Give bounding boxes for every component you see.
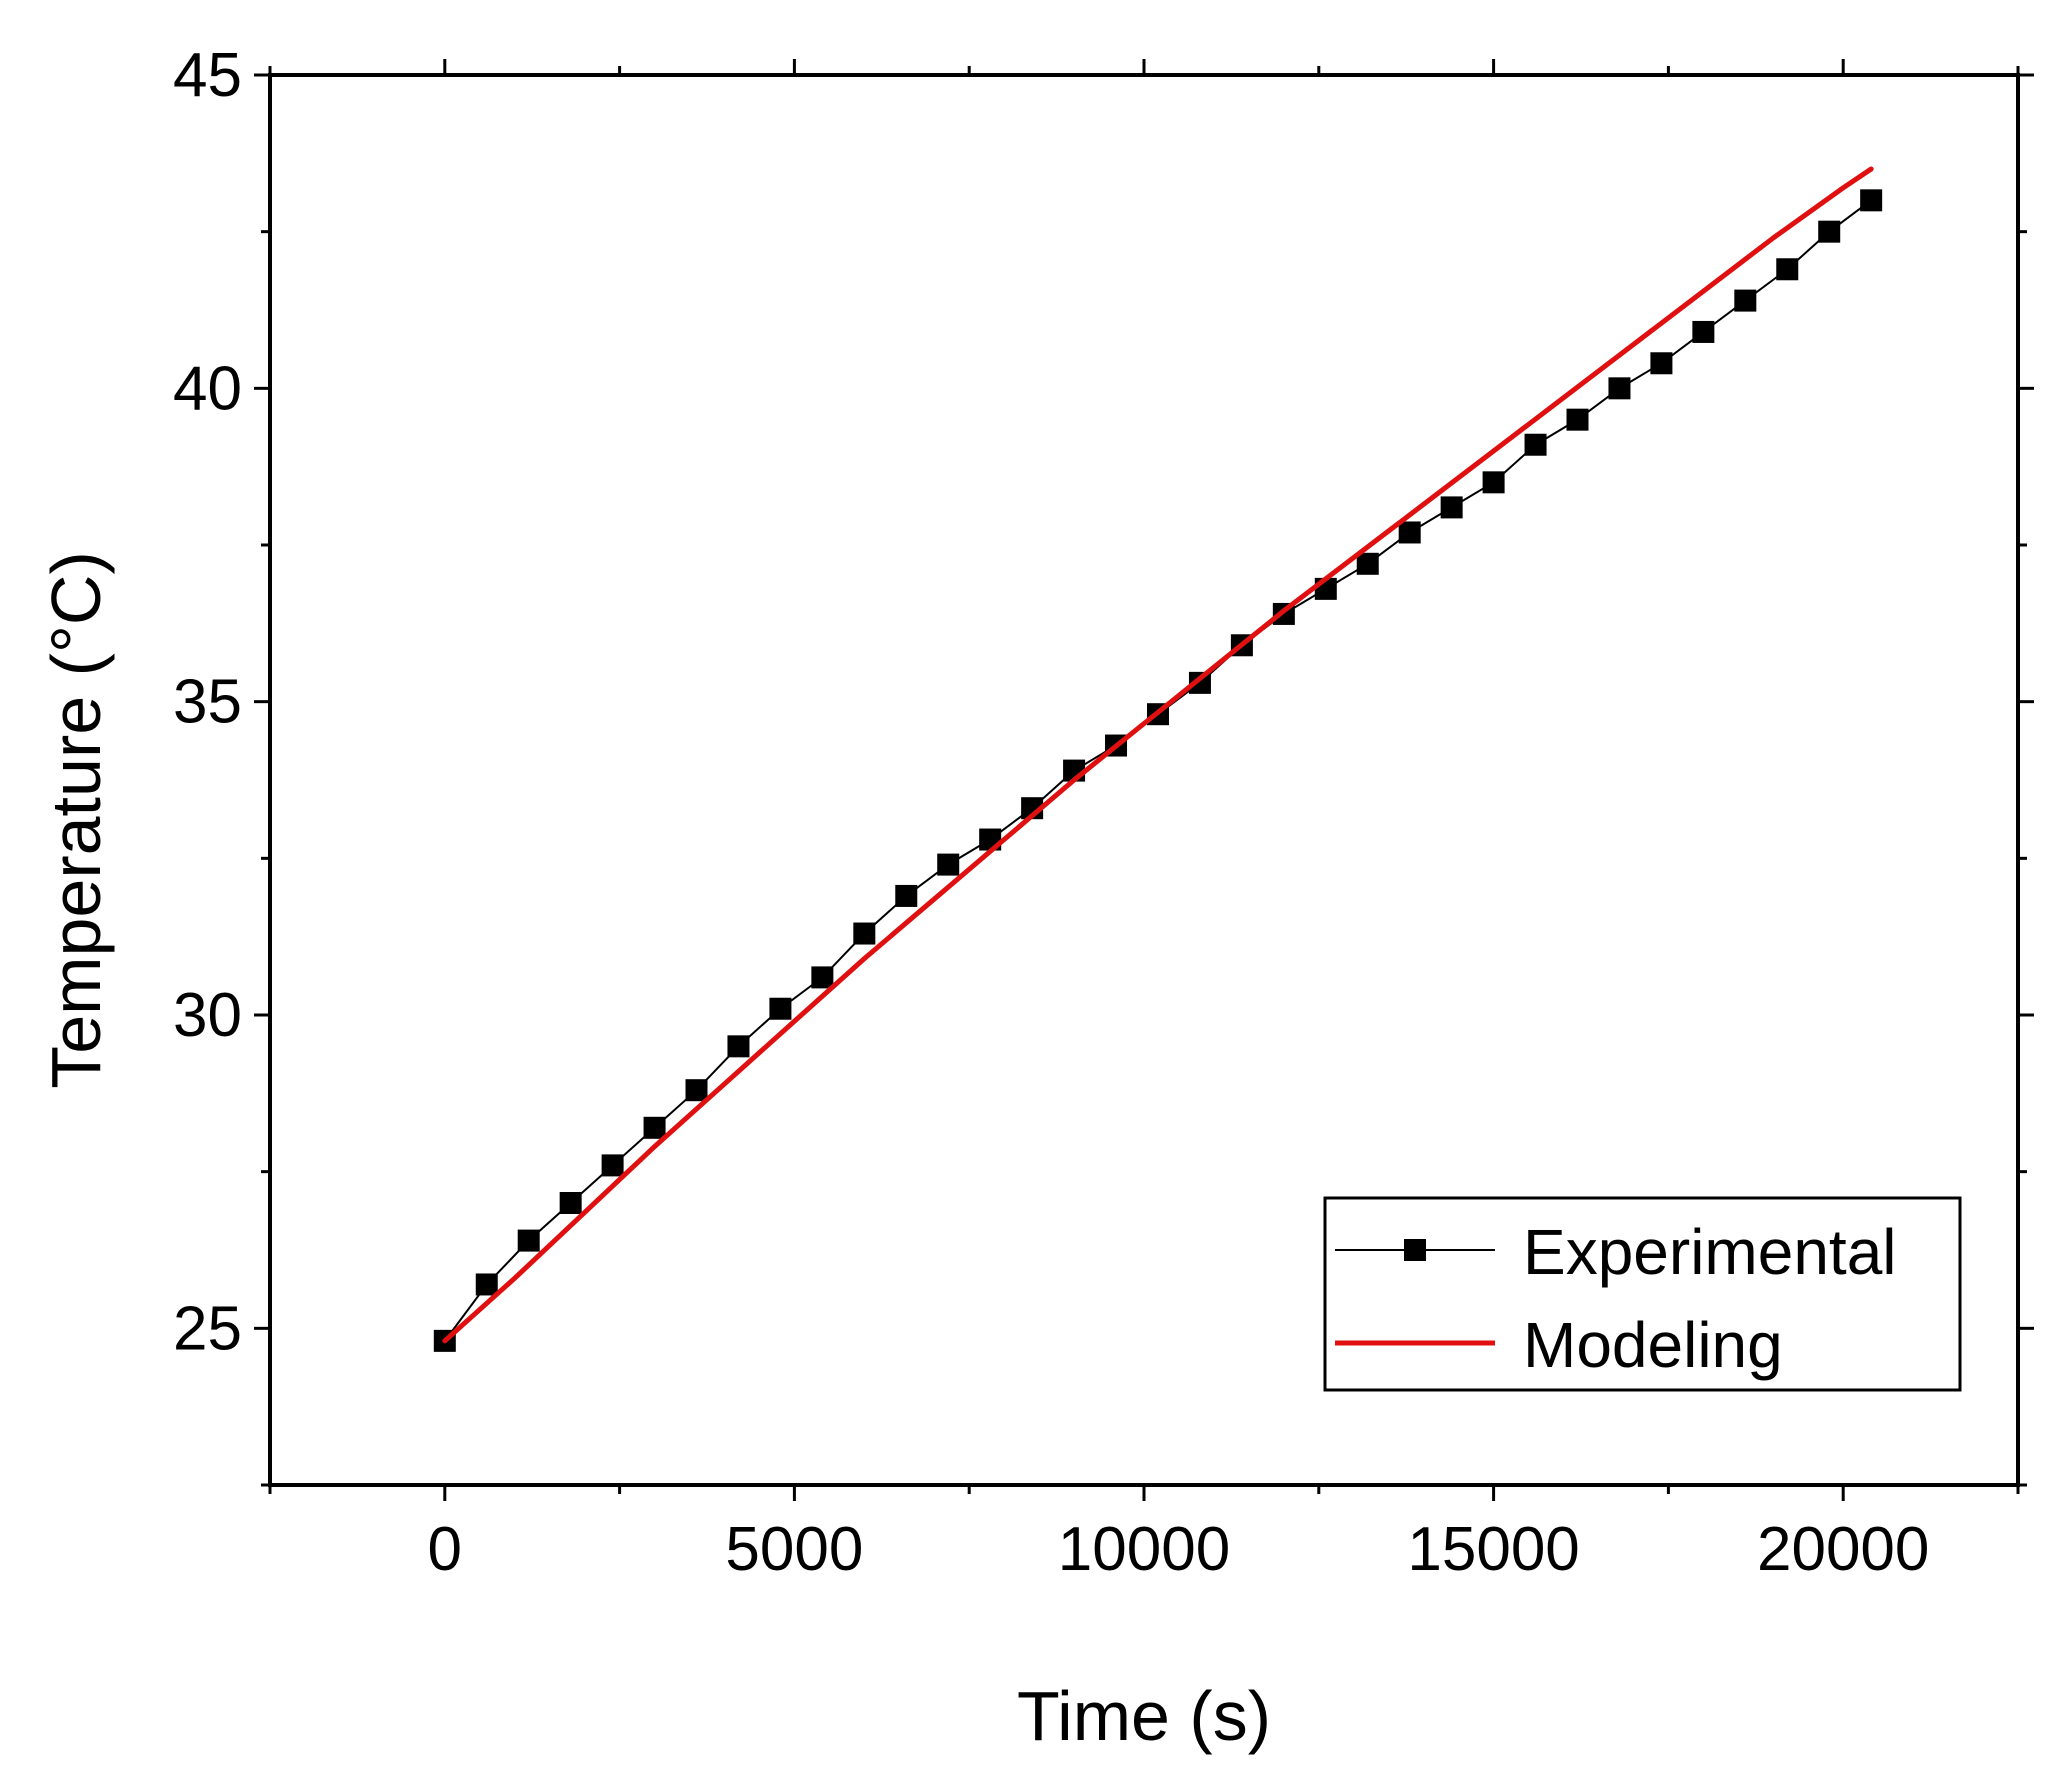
y-axis-title: Temperature (°C) — [37, 551, 115, 1089]
legend-box — [1323, 1196, 1962, 1392]
x-tick-label: 20000 — [1757, 1515, 1929, 1584]
experimental-point — [475, 1273, 498, 1296]
experimental-point — [1566, 408, 1589, 431]
x-axis-title: Time (s) — [1017, 1677, 1271, 1755]
axes-layer: 0 5000 10000 15000 20000 25 30 35 40 45 — [173, 41, 2034, 1584]
experimental-point — [853, 922, 876, 945]
experimental-point — [1776, 258, 1799, 281]
experimental-point — [559, 1192, 582, 1214]
x-tick-label: 10000 — [1058, 1515, 1230, 1584]
x-tick-label: 0 — [428, 1515, 462, 1584]
x-tick-label: 5000 — [725, 1515, 863, 1584]
experimental-point — [1440, 496, 1463, 519]
legend-experimental-marker — [1404, 1239, 1426, 1261]
y-tick-label: 35 — [173, 668, 242, 737]
plot-layer — [433, 166, 1883, 1352]
experimental-point — [895, 884, 918, 907]
y-tick-label: 30 — [173, 981, 242, 1050]
experimental-point — [1524, 433, 1547, 456]
experimental-point — [1860, 189, 1883, 212]
legend-experimental-label: Experimental — [1523, 1216, 1897, 1288]
experimental-point — [1692, 320, 1715, 343]
experimental-point — [1398, 521, 1421, 544]
legend-modeling-label: Modeling — [1523, 1309, 1783, 1381]
experimental-point — [727, 1035, 750, 1058]
experimental-point — [601, 1154, 624, 1177]
x-tick-label: 15000 — [1407, 1515, 1579, 1584]
experimental-point — [1734, 289, 1757, 312]
y-tick-label: 45 — [173, 41, 242, 110]
experimental-point — [1188, 671, 1211, 694]
experimental-point — [643, 1116, 666, 1139]
experimental-point — [1818, 220, 1841, 243]
experimental-point — [811, 966, 834, 989]
legend: Experimental Modeling — [1323, 1196, 1962, 1392]
experimental-point — [1482, 471, 1505, 494]
experimental-point — [1650, 352, 1673, 375]
experimental-point — [937, 853, 960, 876]
experimental-point — [769, 997, 792, 1020]
modeling-series-line — [442, 166, 1874, 1344]
y-tick-label: 25 — [173, 1294, 242, 1363]
experimental-point — [685, 1079, 708, 1102]
y-tick-label: 40 — [173, 354, 242, 423]
experimental-point — [1356, 552, 1379, 575]
experimental-point — [517, 1229, 540, 1252]
experimental-point — [1608, 377, 1631, 400]
